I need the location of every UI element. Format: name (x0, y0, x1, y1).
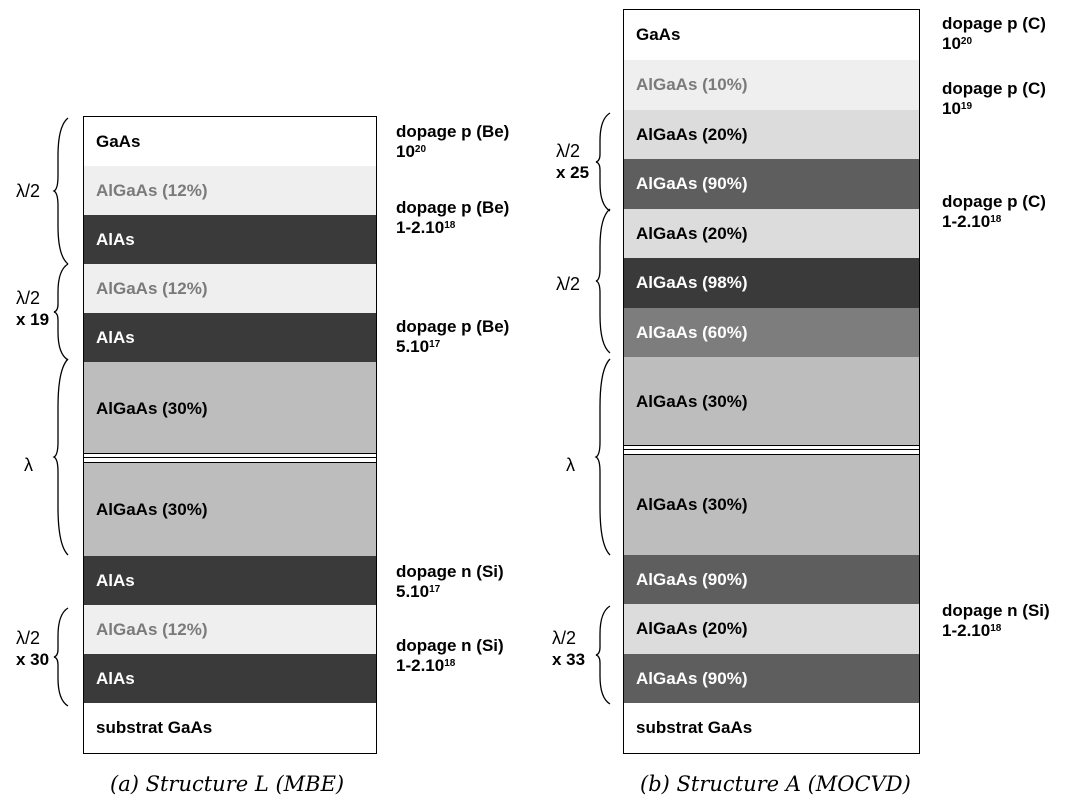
layer-l-7: AlGaAs (30%) (84, 463, 376, 556)
brace-a-1 (595, 112, 611, 212)
brace-a-4 (595, 605, 611, 705)
layer-label: AlGaAs (30%) (96, 499, 208, 519)
layer-break (84, 453, 376, 463)
layer-label: AlGaAs (30%) (636, 495, 748, 514)
layer-a-10: AlGaAs (90%) (624, 555, 919, 604)
layer-l-3: AlAs (84, 215, 376, 264)
layer-l-9: AlGaAs (12%) (84, 605, 376, 654)
layer-a-6: AlGaAs (98%) (624, 258, 919, 308)
layer-l-4: AlGaAs (12%) (84, 264, 376, 313)
doping-note-a-4: dopage n (Si) 1-2.1018 (942, 601, 1050, 641)
doping-type: dopage n (Si) (396, 562, 504, 581)
layer-label: AlGaAs (30%) (96, 398, 208, 418)
layer-l-2: AlGaAs (12%) (84, 166, 376, 215)
layer-a-2: AlGaAs (10%) (624, 60, 919, 110)
layer-label: AlGaAs (20%) (636, 223, 748, 243)
doping-type: dopage p (C) (942, 14, 1046, 33)
layer-label: AlAs (96, 229, 135, 249)
layer-label: AlGaAs (10%) (636, 75, 748, 94)
caption-structure-a: (b) Structure A (MOCVD) (640, 772, 911, 796)
structure-a-stack: GaAs AlGaAs (10%) AlGaAs (20%) AlGaAs (9… (623, 9, 920, 754)
layer-a-1: GaAs (624, 10, 919, 60)
doping-note-l-5: dopage n (Si) 1-2.1018 (396, 636, 504, 676)
doping-level: 1020 (942, 34, 973, 53)
doping-level: 1-2.1018 (942, 621, 1002, 640)
doping-level: 5.1017 (396, 337, 441, 356)
doping-type: dopage p (Be) (396, 198, 510, 217)
doping-level: 5.1017 (396, 582, 441, 601)
layer-a-8: AlGaAs (30%) (624, 357, 919, 447)
doping-note-l-1: dopage p (Be) 1020 (396, 122, 509, 162)
doping-level: 1-2.1018 (396, 218, 456, 237)
layer-l-5: AlAs (84, 313, 376, 362)
doping-level: 1019 (942, 99, 973, 118)
layer-l-11: substrat GaAs (84, 703, 376, 752)
doping-level: 1-2.1018 (396, 656, 456, 675)
doping-level: 1020 (396, 142, 427, 161)
doping-note-l-3: dopage p (Be) 5.1017 (396, 317, 509, 357)
brace-l-2 (53, 263, 69, 361)
layer-label: AlGaAs (60%) (636, 322, 748, 342)
brace-label-a-4: λ/2 x 33 (552, 628, 586, 669)
layer-label: AlGaAs (20%) (636, 124, 748, 144)
layer-l-1: GaAs (84, 117, 376, 166)
layer-label: AlGaAs (90%) (636, 668, 748, 688)
layer-label: AlAs (96, 327, 135, 347)
brace-l-4 (53, 607, 69, 707)
layer-l-8: AlAs (84, 556, 376, 605)
caption-structure-l: (a) Structure L (MBE) (110, 772, 345, 796)
layer-label: substrat GaAs (636, 717, 753, 737)
layer-a-12: AlGaAs (90%) (624, 654, 919, 703)
doping-note-l-2: dopage p (Be) 1-2.1018 (396, 198, 509, 238)
layer-a-13: substrat GaAs (624, 703, 919, 752)
layer-a-5: AlGaAs (20%) (624, 209, 919, 258)
brace-label-a-2: λ/2 (556, 274, 581, 294)
brace-a-3 (594, 358, 611, 556)
layer-label: AlGaAs (20%) (636, 619, 748, 638)
layer-l-6: AlGaAs (30%) (84, 362, 376, 455)
layer-label: GaAs (96, 131, 141, 151)
layer-break (624, 445, 919, 455)
layer-a-7: AlGaAs (60%) (624, 308, 919, 357)
doping-type: dopage p (C) (942, 192, 1046, 211)
layer-label: AlGaAs (12%) (96, 180, 208, 200)
layer-label: substrat GaAs (96, 717, 213, 737)
doping-type: dopage n (Si) (396, 636, 504, 655)
brace-label-l-3: λ (24, 455, 33, 475)
layer-label: AlGaAs (90%) (636, 569, 748, 589)
layer-label: AlGaAs (12%) (96, 278, 208, 298)
structure-l-stack: GaAs AlGaAs (12%) AlAs AlGaAs (12%) AlAs… (83, 116, 377, 754)
brace-label-l-4: λ/2 x 30 (16, 628, 50, 669)
brace-label-a-3: λ (566, 455, 575, 475)
layer-label: AlGaAs (30%) (636, 392, 748, 411)
layer-label: AlGaAs (90%) (636, 174, 748, 193)
brace-label-l-2: λ/2 x 19 (16, 288, 50, 329)
layer-label: AlAs (96, 570, 135, 590)
layer-label: AlGaAs (98%) (636, 273, 748, 292)
layer-label: AlGaAs (12%) (96, 619, 208, 639)
layer-label: AlAs (96, 668, 135, 688)
brace-label-a-1: λ/2 x 25 (556, 141, 590, 182)
doping-note-a-3: dopage p (C) 1-2.1018 (942, 192, 1046, 232)
doping-type: dopage n (Si) (942, 601, 1050, 620)
doping-type: dopage p (Be) (396, 122, 510, 141)
layer-label: GaAs (636, 25, 681, 44)
layer-l-10: AlAs (84, 654, 376, 703)
doping-note-a-2: dopage p (C) 1019 (942, 79, 1046, 119)
brace-l-3 (52, 358, 69, 556)
doping-type: dopage p (C) (942, 79, 1046, 98)
doping-note-l-4: dopage n (Si) 5.1017 (396, 562, 504, 602)
doping-type: dopage p (Be) (396, 317, 510, 336)
brace-label-l-1: λ/2 (16, 181, 41, 201)
layer-a-4: AlGaAs (90%) (624, 159, 919, 209)
brace-a-2 (595, 208, 611, 354)
doping-level: 1-2.1018 (942, 212, 1002, 231)
brace-l-1 (52, 117, 69, 265)
layer-a-9: AlGaAs (30%) (624, 455, 919, 555)
doping-note-a-1: dopage p (C) 1020 (942, 14, 1046, 54)
layer-a-3: AlGaAs (20%) (624, 110, 919, 159)
layer-a-11: AlGaAs (20%) (624, 604, 919, 654)
